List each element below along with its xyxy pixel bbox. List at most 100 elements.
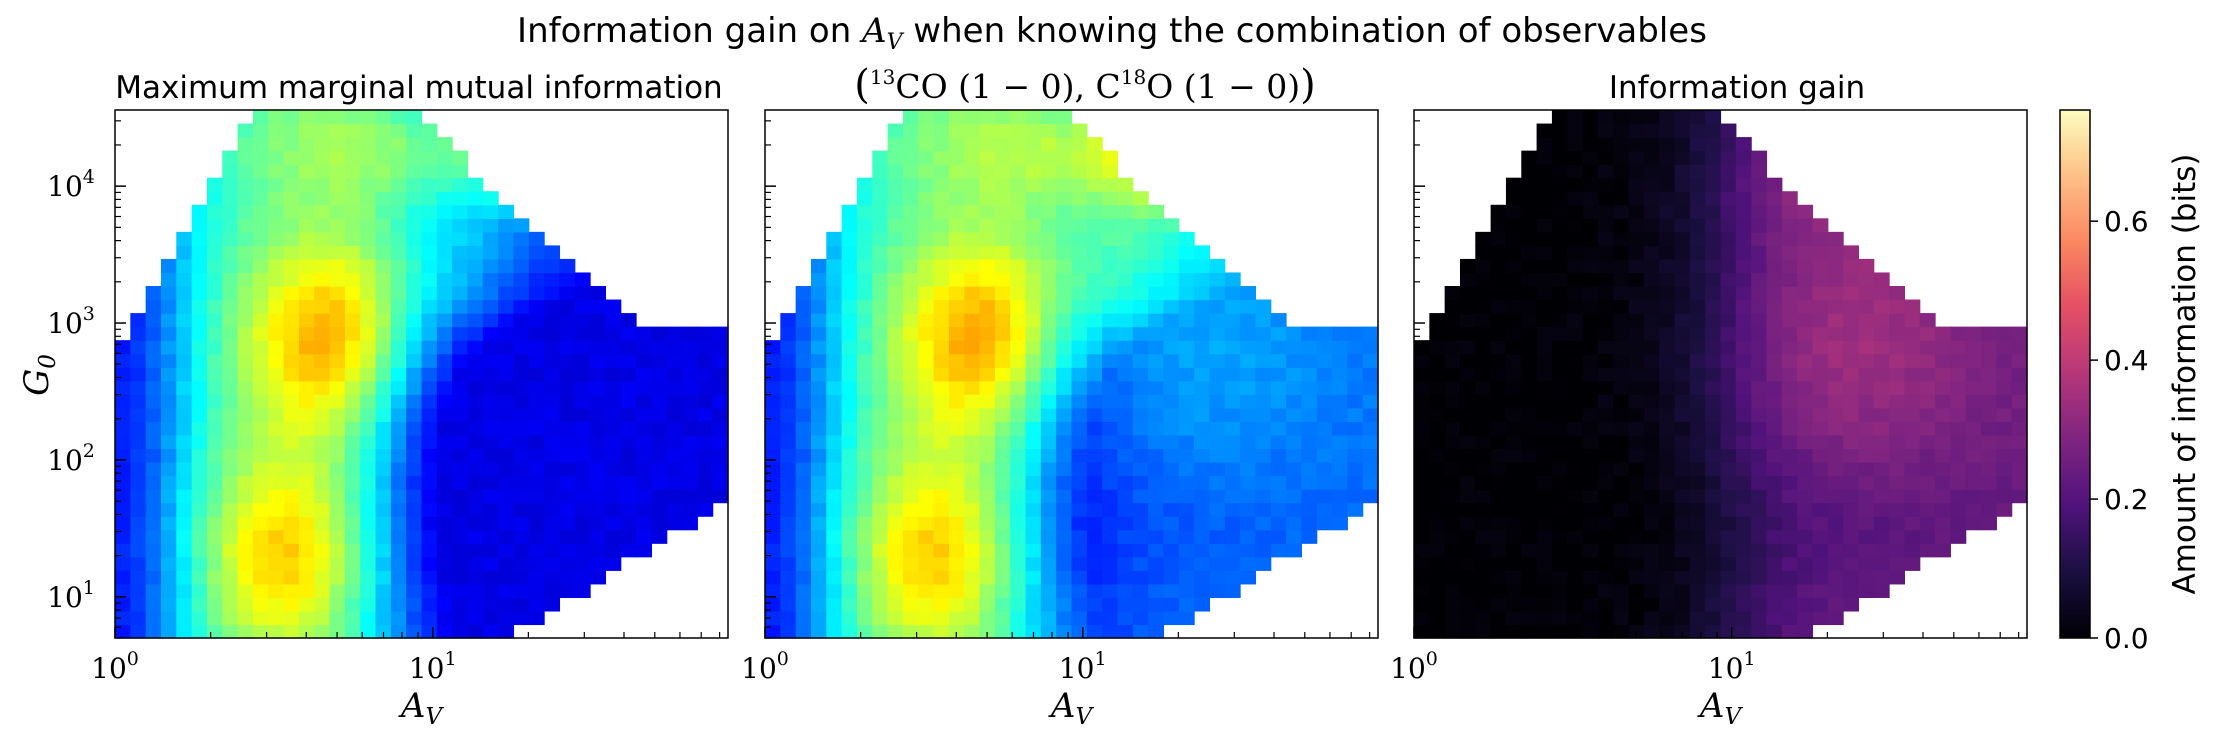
heatmap-cell (544, 543, 561, 558)
heatmap-cell (176, 434, 193, 450)
heatmap-cell (1904, 529, 1921, 544)
heatmap-cell (902, 583, 919, 598)
heatmap-cell (252, 123, 269, 138)
heatmap-cell (918, 177, 935, 192)
heatmap-cell (1475, 610, 1492, 626)
heatmap-cell (1873, 489, 1890, 504)
heatmap-cell (360, 529, 377, 544)
heatmap-cell (1628, 367, 1645, 382)
heatmap-cell (329, 137, 346, 152)
heatmap-cell (160, 516, 177, 531)
heatmap-cell (902, 597, 919, 612)
heatmap-cell (826, 313, 843, 328)
heatmap-cell (918, 245, 935, 260)
heatmap-cell (1505, 407, 1522, 422)
heatmap-cell (1827, 448, 1844, 463)
heatmap-cell (1659, 367, 1676, 382)
heatmap-cell (1459, 421, 1476, 436)
heatmap-cell (1475, 543, 1492, 558)
heatmap-cell (1643, 448, 1660, 463)
heatmap-cell (283, 434, 300, 450)
heatmap-cell (145, 610, 162, 626)
heatmap-cell (314, 313, 331, 328)
heatmap-cell (1194, 597, 1211, 612)
heatmap-cell (666, 421, 683, 436)
heatmap-cell (283, 502, 300, 517)
heatmap-cell (421, 502, 438, 517)
heatmap-cell (1720, 218, 1737, 233)
heatmap-cell (590, 502, 606, 517)
heatmap-cell (544, 448, 561, 463)
heatmap-cell (1102, 583, 1119, 598)
heatmap-cell (651, 516, 668, 531)
heatmap-cell (206, 624, 223, 639)
heatmap-cell (620, 516, 637, 531)
heatmap-cell (314, 421, 331, 436)
heatmap-cell (1148, 299, 1165, 314)
heatmap-cell (344, 231, 361, 246)
heatmap-cell (436, 191, 453, 206)
heatmap-cell (1224, 272, 1241, 287)
heatmap-cell (1163, 380, 1180, 395)
heatmap-cell (467, 286, 484, 301)
heatmap-cell (964, 164, 981, 179)
heatmap-cell (436, 407, 453, 422)
heatmap-cell (1536, 610, 1553, 626)
heatmap-cell (1475, 434, 1492, 450)
heatmap-cell (933, 340, 950, 355)
heatmap-cell (436, 610, 453, 626)
heatmap-cell (1597, 245, 1614, 260)
heatmap-cell (1597, 340, 1614, 355)
heatmap-cell (406, 367, 423, 382)
heatmap-cell (145, 353, 162, 368)
heatmap-cell (1178, 448, 1195, 463)
heatmap-cell (1797, 610, 1814, 626)
heatmap-cell (887, 353, 904, 368)
heatmap-cell (1521, 570, 1538, 585)
heatmap-cell (682, 489, 698, 504)
heatmap-cell (1919, 421, 1936, 436)
heatmap-cell (1056, 556, 1073, 571)
heatmap-cell (1705, 191, 1722, 206)
heatmap-cell (697, 353, 714, 368)
heatmap-cell (115, 462, 131, 477)
heatmap-cell (1040, 367, 1057, 382)
heatmap-cell (176, 231, 193, 246)
heatmap-cell (344, 191, 361, 206)
heatmap-cell (765, 543, 781, 558)
heatmap-cell (994, 231, 1011, 246)
heatmap-cell (1858, 502, 1875, 517)
heatmap-cell (666, 340, 683, 355)
heatmap-cell (1086, 516, 1103, 531)
heatmap-cell (1490, 462, 1507, 477)
heatmap-cell (436, 556, 453, 571)
heatmap-cell (1117, 299, 1134, 314)
heatmap-cell (513, 286, 530, 301)
heatmap-cell (1444, 353, 1461, 368)
heatmap-cell (482, 624, 499, 639)
heatmap-cell (528, 272, 545, 287)
heatmap-cell (1414, 583, 1430, 598)
heatmap-cell (252, 394, 269, 409)
heatmap-cell (1919, 489, 1936, 504)
heatmap-cell (1812, 489, 1829, 504)
heatmap-cell (1536, 272, 1553, 287)
heatmap-cell (436, 448, 453, 463)
heatmap-cell (268, 407, 285, 422)
heatmap-cell (1132, 516, 1149, 531)
heatmap-cell (1132, 624, 1149, 639)
heatmap-cell (574, 407, 591, 422)
heatmap-cell (1643, 313, 1660, 328)
heatmap-cell (1178, 597, 1195, 612)
heatmap-cell (482, 407, 499, 422)
heatmap-cell (1429, 421, 1446, 436)
heatmap-cell (1751, 380, 1768, 395)
heatmap-cell (765, 394, 781, 409)
heatmap-cell (1781, 475, 1798, 490)
heatmap-cell (1102, 570, 1119, 585)
heatmap-cell (1751, 177, 1768, 192)
heatmap-cell (1597, 448, 1614, 463)
heatmap-cell (1582, 448, 1599, 463)
heatmap-cell (979, 407, 996, 422)
heatmap-cell (145, 394, 162, 409)
